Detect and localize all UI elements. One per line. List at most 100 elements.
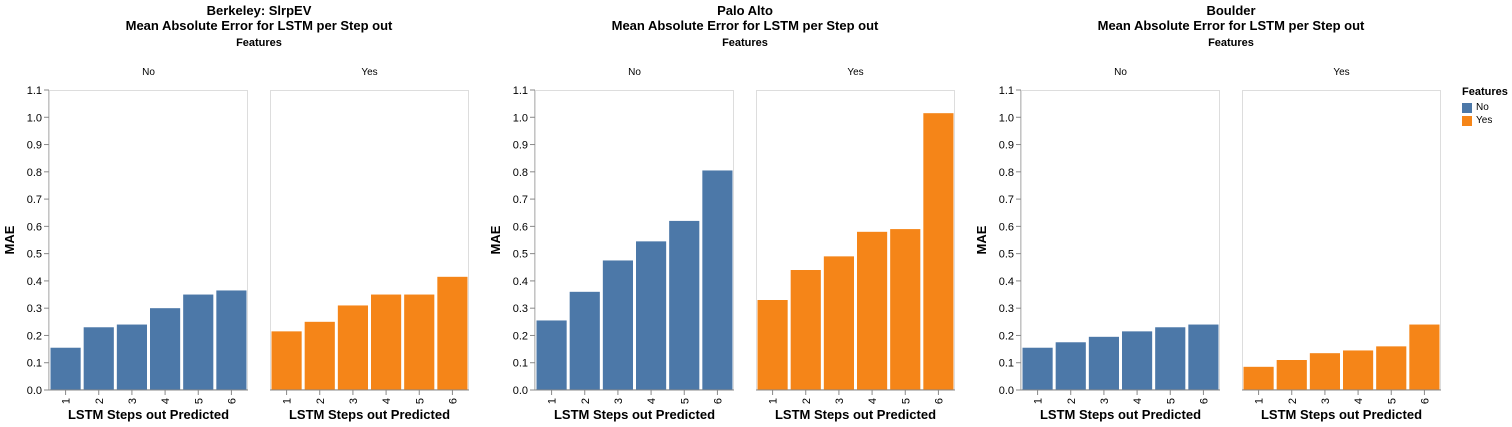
x-tick-label: 3 xyxy=(348,398,360,404)
bar xyxy=(790,270,821,390)
facet-header: No xyxy=(1114,67,1127,78)
chart-subtitle: Mean Absolute Error for LSTM per Step ou… xyxy=(612,18,879,33)
y-tick-label: 0.9 xyxy=(999,140,1014,152)
x-tick-label: 4 xyxy=(646,398,658,404)
x-tick-label: 6 xyxy=(1198,398,1210,404)
bar xyxy=(1022,347,1053,390)
y-tick-label: 0.0 xyxy=(27,385,42,397)
y-tick-label: 0.7 xyxy=(513,194,528,206)
facet-panel-no: No 1 2 3 4 5 6 LSTM Steps out Predicted xyxy=(1021,67,1220,422)
y-tick-label: 0.4 xyxy=(27,276,42,288)
bar xyxy=(1309,353,1340,390)
y-tick-label: 0.0 xyxy=(513,385,528,397)
chart-title: Berkeley: SlrpEV xyxy=(207,3,312,18)
legend-label-no: No xyxy=(1476,102,1489,113)
y-axis-label: MAE xyxy=(974,225,989,254)
x-tick-label: 4 xyxy=(381,398,393,404)
x-tick-label: 1 xyxy=(1254,398,1266,404)
x-tick-label: 4 xyxy=(867,398,879,404)
bar xyxy=(1376,346,1407,390)
bar xyxy=(823,256,854,390)
bar xyxy=(304,321,335,390)
x-tick-label: 6 xyxy=(712,398,724,404)
x-tick-label: 3 xyxy=(127,398,139,404)
x-tick-label: 2 xyxy=(315,398,327,404)
bar xyxy=(1188,324,1219,390)
x-axis-label: LSTM Steps out Predicted xyxy=(289,407,450,422)
y-tick-label: 0.5 xyxy=(999,249,1014,261)
y-tick-label: 0.1 xyxy=(27,358,42,370)
y-tick-label: 1.1 xyxy=(27,85,42,97)
y-tick-label: 1.1 xyxy=(999,85,1014,97)
facet-header: No xyxy=(628,67,641,78)
bar xyxy=(1343,350,1374,390)
x-tick-label: 1 xyxy=(282,398,294,404)
facet-header: Yes xyxy=(361,67,377,78)
bar xyxy=(890,229,921,390)
y-tick-label: 0.7 xyxy=(27,194,42,206)
y-tick-label: 1.0 xyxy=(27,112,42,124)
legend-item-yes: Yes xyxy=(1462,114,1510,127)
x-axis-label: LSTM Steps out Predicted xyxy=(554,407,715,422)
y-tick-label: 0.3 xyxy=(27,303,42,315)
x-tick-label: 3 xyxy=(1099,398,1111,404)
bar xyxy=(702,170,733,390)
y-axis-label: MAE xyxy=(2,225,17,254)
x-tick-label: 1 xyxy=(547,398,559,404)
legend-swatch-no xyxy=(1462,102,1472,113)
facet-panel-yes: Yes 1 2 3 4 5 6 LSTM Steps out Predicted xyxy=(756,67,955,422)
x-tick-label: 5 xyxy=(414,398,426,404)
legend-label-yes: Yes xyxy=(1476,115,1493,126)
x-tick-label: 3 xyxy=(613,398,625,404)
x-tick-label: 5 xyxy=(900,398,912,404)
y-tick-label: 1.0 xyxy=(999,112,1014,124)
x-tick-label: 6 xyxy=(447,398,459,404)
bar xyxy=(636,241,667,390)
y-tick-label: 1.0 xyxy=(513,112,528,124)
x-tick-label: 1 xyxy=(61,398,73,404)
bar xyxy=(602,260,633,390)
x-tick-label: 5 xyxy=(1386,398,1398,404)
x-tick-label: 2 xyxy=(94,398,106,404)
bar xyxy=(857,231,888,390)
bar xyxy=(1155,327,1186,390)
y-tick-label: 0.6 xyxy=(27,221,42,233)
bar xyxy=(116,324,147,390)
x-tick-label: 2 xyxy=(580,398,592,404)
x-tick-label: 4 xyxy=(160,398,172,404)
y-tick-label: 0.8 xyxy=(27,167,42,179)
y-tick-label: 0.6 xyxy=(513,221,528,233)
y-tick-label: 0.9 xyxy=(513,140,528,152)
x-tick-label: 3 xyxy=(834,398,846,404)
bar xyxy=(1276,360,1307,390)
bar xyxy=(757,300,788,390)
bar xyxy=(271,331,302,390)
chart-subtitle: Mean Absolute Error for LSTM per Step ou… xyxy=(1098,18,1365,33)
bar xyxy=(1243,366,1274,390)
legend: Features No Yes xyxy=(1462,86,1510,127)
bar xyxy=(216,290,247,390)
legend-swatch-yes xyxy=(1462,115,1472,126)
chart-title: Palo Alto xyxy=(717,3,773,18)
x-tick-label: 1 xyxy=(1033,398,1045,404)
facet-header: Yes xyxy=(847,67,863,78)
bar xyxy=(1122,331,1153,390)
facet-panel-no: No 1 2 3 4 5 6 LSTM Steps out Predicted xyxy=(49,67,248,422)
facet-header: Yes xyxy=(1333,67,1349,78)
x-axis-label: LSTM Steps out Predicted xyxy=(1261,407,1422,422)
bar xyxy=(669,220,700,390)
facet-panel-yes: Yes 1 2 3 4 5 6 LSTM Steps out Predicted xyxy=(270,67,469,422)
y-tick-label: 0.4 xyxy=(999,276,1014,288)
legend-item-no: No xyxy=(1462,101,1510,114)
facet-header: No xyxy=(142,67,155,78)
x-tick-label: 6 xyxy=(1419,398,1431,404)
chart-title: Boulder xyxy=(1206,3,1255,18)
bar xyxy=(923,113,954,390)
bar xyxy=(437,276,468,390)
facet-label: Features xyxy=(722,37,768,49)
y-tick-label: 0.8 xyxy=(513,167,528,179)
x-tick-label: 4 xyxy=(1353,398,1365,404)
x-tick-label: 4 xyxy=(1132,398,1144,404)
